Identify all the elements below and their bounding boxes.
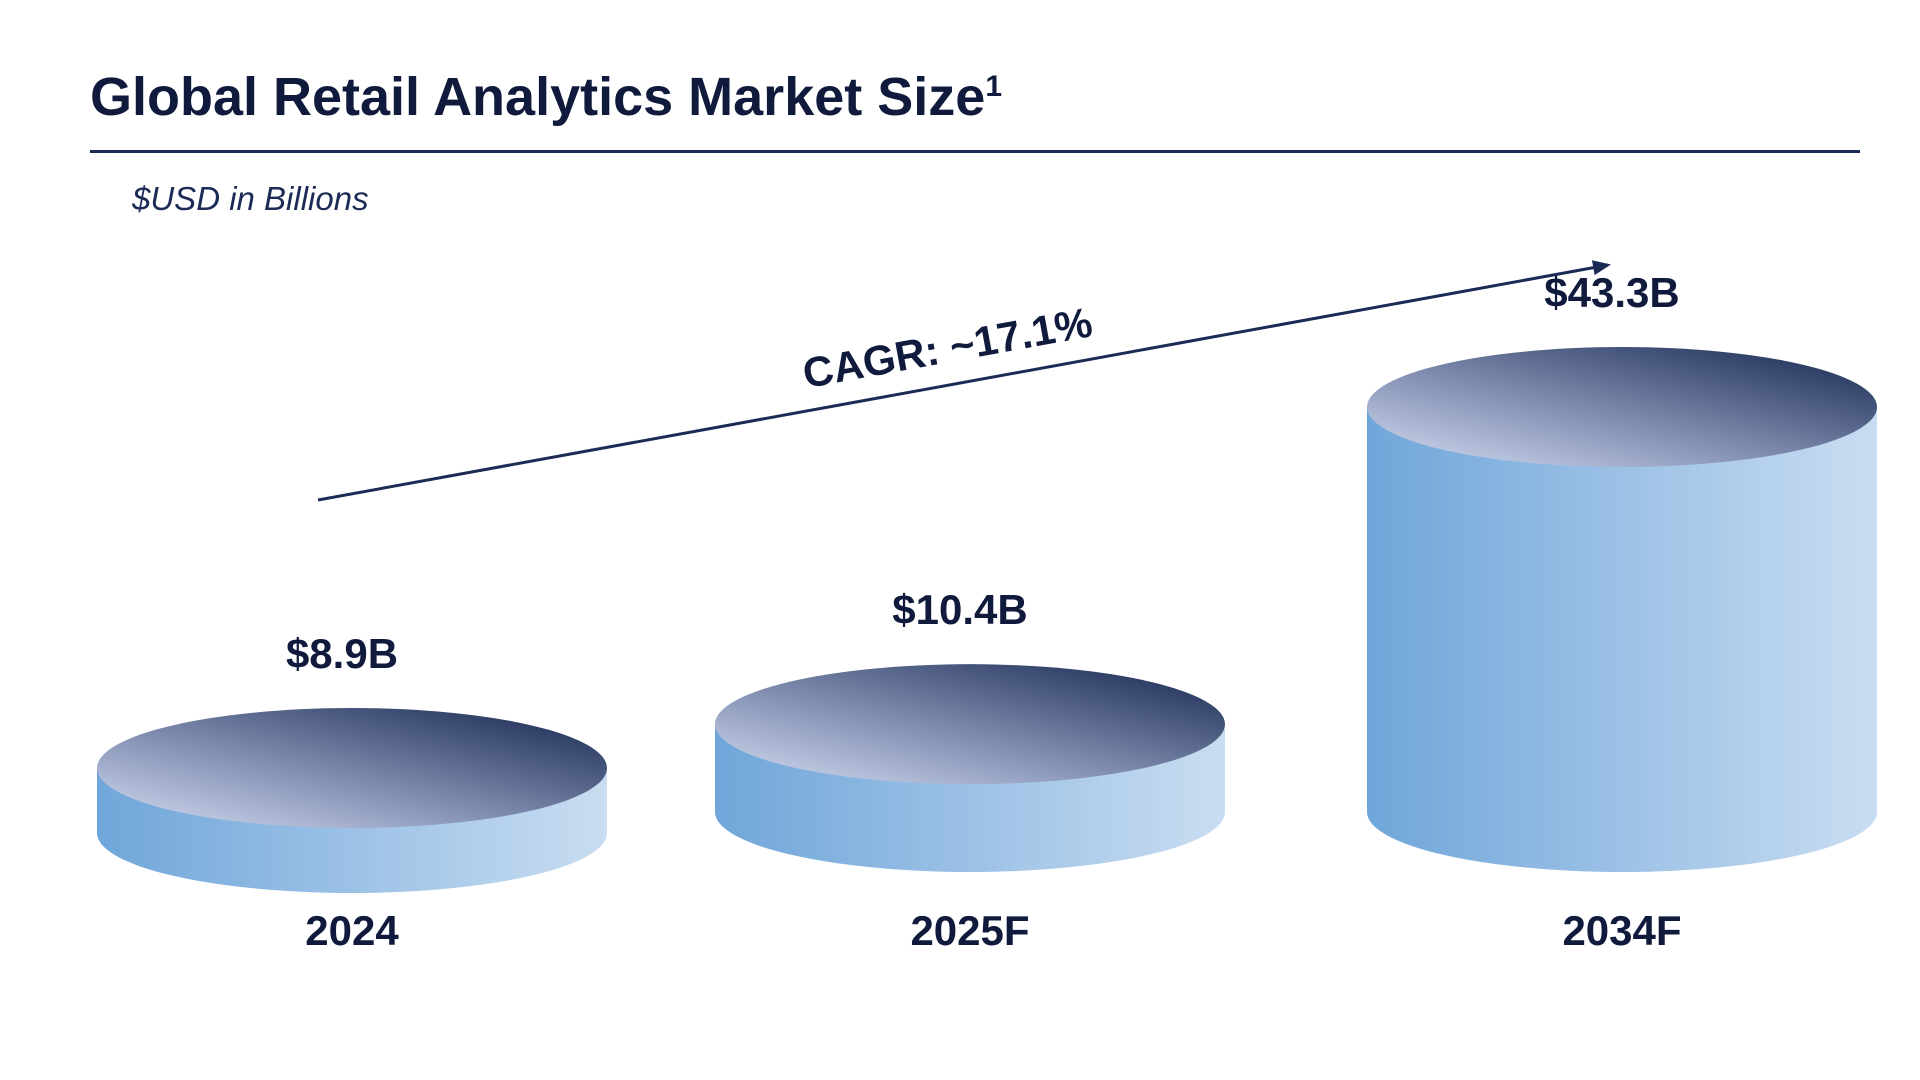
cylinder-body-2034F [1367, 407, 1877, 872]
cylinder-top-2024 [97, 708, 607, 828]
title-divider [90, 150, 1860, 153]
category-label: 2025F [910, 907, 1029, 954]
value-label: $8.9B [286, 630, 398, 677]
cylinder-top-2034F [1367, 347, 1877, 467]
cagr-label: CAGR: ~17.1% [799, 298, 1096, 397]
chart-subtitle: $USD in Billions [132, 180, 369, 217]
chart-title-text: Global Retail Analytics Market Size [90, 67, 986, 127]
cagr-arrow [317, 260, 1611, 502]
cylinder-group: $8.9B 2024 $10.4B 2025F $43.3B 2034F [97, 269, 1877, 954]
cylinder-top-2025F [715, 664, 1225, 785]
value-label: $43.3B [1544, 269, 1679, 316]
value-label: $10.4B [892, 586, 1027, 633]
category-label: 2034F [1562, 907, 1681, 954]
title-footnote-mark: 1 [985, 70, 1002, 103]
chart-title: Global Retail Analytics Market Size1 [90, 67, 1002, 127]
category-label: 2024 [305, 907, 399, 954]
